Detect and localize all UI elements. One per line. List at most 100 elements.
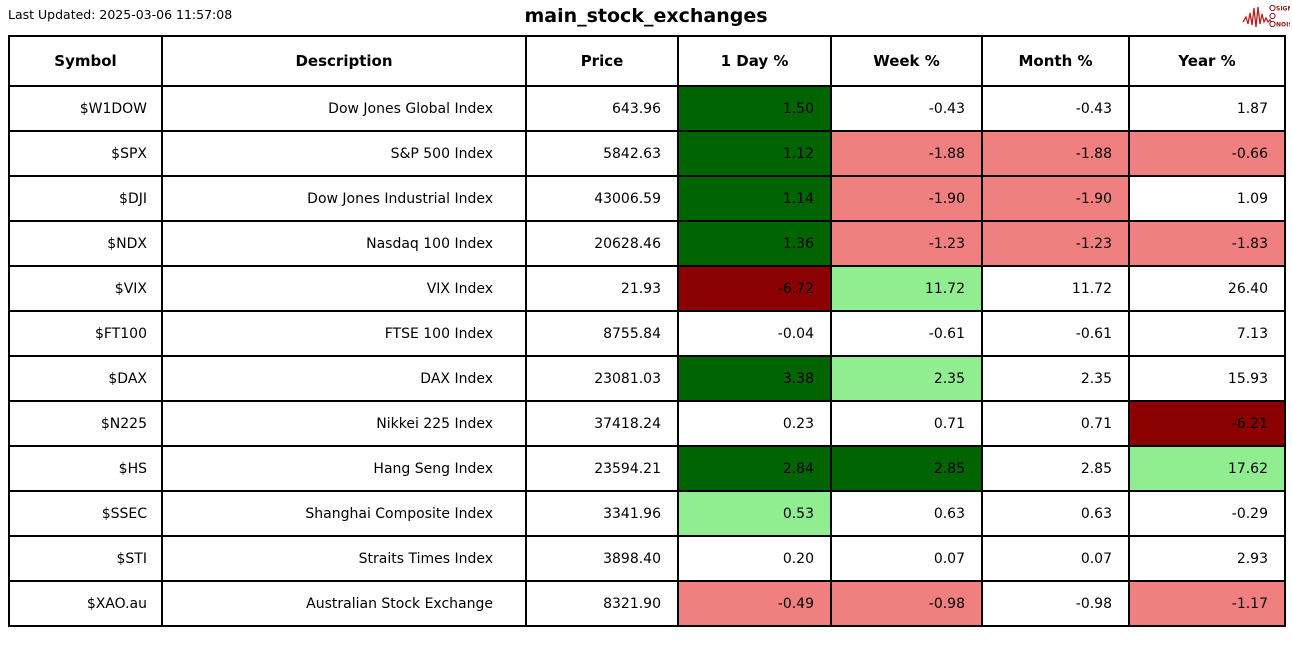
month-pct-cell: 2.35 [981, 355, 1130, 402]
col-header-month-pct: Month % [981, 35, 1130, 87]
week-pct-cell: 0.63 [830, 490, 983, 537]
day-pct-cell: -6.72 [677, 265, 832, 312]
table-row: $NDX Nasdaq 100 Index 20628.46 1.36 -1.2… [8, 220, 1286, 267]
year-pct-cell: 7.13 [1128, 310, 1286, 357]
col-header-symbol: Symbol [8, 35, 163, 87]
table-row: $N225 Nikkei 225 Index 37418.24 0.23 0.7… [8, 400, 1286, 447]
symbol-cell: $DJI [8, 175, 163, 222]
symbol-cell: $STI [8, 535, 163, 582]
month-pct-cell: 11.72 [981, 265, 1130, 312]
price-cell: 21.93 [525, 265, 679, 312]
day-pct-cell: 0.20 [677, 535, 832, 582]
price-cell: 643.96 [525, 85, 679, 132]
year-pct-cell: 17.62 [1128, 445, 1286, 492]
header-row: Symbol Description Price 1 Day % Week % … [8, 35, 1286, 87]
last-updated-text: Last Updated: 2025-03-06 11:57:08 [8, 7, 233, 22]
month-pct-cell: -0.98 [981, 580, 1130, 627]
description-cell: VIX Index [161, 265, 527, 312]
logo-text-signal: SIGNAL [1276, 6, 1290, 13]
description-cell: Dow Jones Global Index [161, 85, 527, 132]
col-header-year-pct: Year % [1128, 35, 1286, 87]
symbol-cell: $NDX [8, 220, 163, 267]
day-pct-cell: -0.49 [677, 580, 832, 627]
table-row: $DJI Dow Jones Industrial Index 43006.59… [8, 175, 1286, 222]
day-pct-cell: 1.12 [677, 130, 832, 177]
week-pct-cell: 0.71 [830, 400, 983, 447]
week-pct-cell: -1.90 [830, 175, 983, 222]
symbol-cell: $FT100 [8, 310, 163, 357]
year-pct-cell: 26.40 [1128, 265, 1286, 312]
year-pct-cell: 15.93 [1128, 355, 1286, 402]
table-row: $DAX DAX Index 23081.03 3.38 2.35 2.35 1… [8, 355, 1286, 402]
report-header: Last Updated: 2025-03-06 11:57:08 main_s… [0, 0, 1292, 35]
month-pct-cell: -1.90 [981, 175, 1130, 222]
symbol-cell: $SSEC [8, 490, 163, 537]
month-pct-cell: 0.71 [981, 400, 1130, 447]
table-row: $W1DOW Dow Jones Global Index 643.96 1.5… [8, 85, 1286, 132]
symbol-cell: $VIX [8, 265, 163, 312]
description-cell: Australian Stock Exchange [161, 580, 527, 627]
logo-text-noise: NOISE [1276, 22, 1290, 29]
stock-table: Symbol Description Price 1 Day % Week % … [8, 35, 1286, 627]
col-header-week-pct: Week % [830, 35, 983, 87]
description-cell: Nikkei 225 Index [161, 400, 527, 447]
month-pct-cell: 2.85 [981, 445, 1130, 492]
week-pct-cell: 2.85 [830, 445, 983, 492]
year-pct-cell: -1.83 [1128, 220, 1286, 267]
month-pct-cell: -1.23 [981, 220, 1130, 267]
price-cell: 23594.21 [525, 445, 679, 492]
week-pct-cell: -0.61 [830, 310, 983, 357]
day-pct-cell: 0.23 [677, 400, 832, 447]
description-cell: S&P 500 Index [161, 130, 527, 177]
symbol-cell: $DAX [8, 355, 163, 402]
table-row: $VIX VIX Index 21.93 -6.72 11.72 11.72 2… [8, 265, 1286, 312]
table-row: $FT100 FTSE 100 Index 8755.84 -0.04 -0.6… [8, 310, 1286, 357]
symbol-cell: $W1DOW [8, 85, 163, 132]
month-pct-cell: -0.61 [981, 310, 1130, 357]
description-cell: DAX Index [161, 355, 527, 402]
year-pct-cell: -1.17 [1128, 580, 1286, 627]
description-cell: Dow Jones Industrial Index [161, 175, 527, 222]
day-pct-cell: 1.36 [677, 220, 832, 267]
month-pct-cell: 0.07 [981, 535, 1130, 582]
year-pct-cell: 1.87 [1128, 85, 1286, 132]
year-pct-cell: -6.21 [1128, 400, 1286, 447]
page-title: main_stock_exchanges [524, 5, 768, 27]
col-header-description: Description [161, 35, 527, 87]
symbol-cell: $HS [8, 445, 163, 492]
month-pct-cell: -0.43 [981, 85, 1130, 132]
year-pct-cell: 1.09 [1128, 175, 1286, 222]
week-pct-cell: 2.35 [830, 355, 983, 402]
price-cell: 5842.63 [525, 130, 679, 177]
price-cell: 23081.03 [525, 355, 679, 402]
table-row: $SPX S&P 500 Index 5842.63 1.12 -1.88 -1… [8, 130, 1286, 177]
col-header-price: Price [525, 35, 679, 87]
symbol-cell: $SPX [8, 130, 163, 177]
description-cell: Hang Seng Index [161, 445, 527, 492]
year-pct-cell: -0.29 [1128, 490, 1286, 537]
week-pct-cell: 11.72 [830, 265, 983, 312]
month-pct-cell: -1.88 [981, 130, 1130, 177]
table-row: $XAO.au Australian Stock Exchange 8321.9… [8, 580, 1286, 627]
table-row: $HS Hang Seng Index 23594.21 2.84 2.85 2… [8, 445, 1286, 492]
col-header-1day-pct: 1 Day % [677, 35, 832, 87]
price-cell: 8755.84 [525, 310, 679, 357]
week-pct-cell: 0.07 [830, 535, 983, 582]
week-pct-cell: -1.88 [830, 130, 983, 177]
day-pct-cell: 1.50 [677, 85, 832, 132]
price-cell: 37418.24 [525, 400, 679, 447]
description-cell: FTSE 100 Index [161, 310, 527, 357]
price-cell: 43006.59 [525, 175, 679, 222]
price-cell: 3341.96 [525, 490, 679, 537]
day-pct-cell: 0.53 [677, 490, 832, 537]
week-pct-cell: -1.23 [830, 220, 983, 267]
description-cell: Nasdaq 100 Index [161, 220, 527, 267]
description-cell: Shanghai Composite Index [161, 490, 527, 537]
table-row: $STI Straits Times Index 3898.40 0.20 0.… [8, 535, 1286, 582]
symbol-cell: $XAO.au [8, 580, 163, 627]
day-pct-cell: 1.14 [677, 175, 832, 222]
price-cell: 3898.40 [525, 535, 679, 582]
price-cell: 8321.90 [525, 580, 679, 627]
day-pct-cell: 3.38 [677, 355, 832, 402]
